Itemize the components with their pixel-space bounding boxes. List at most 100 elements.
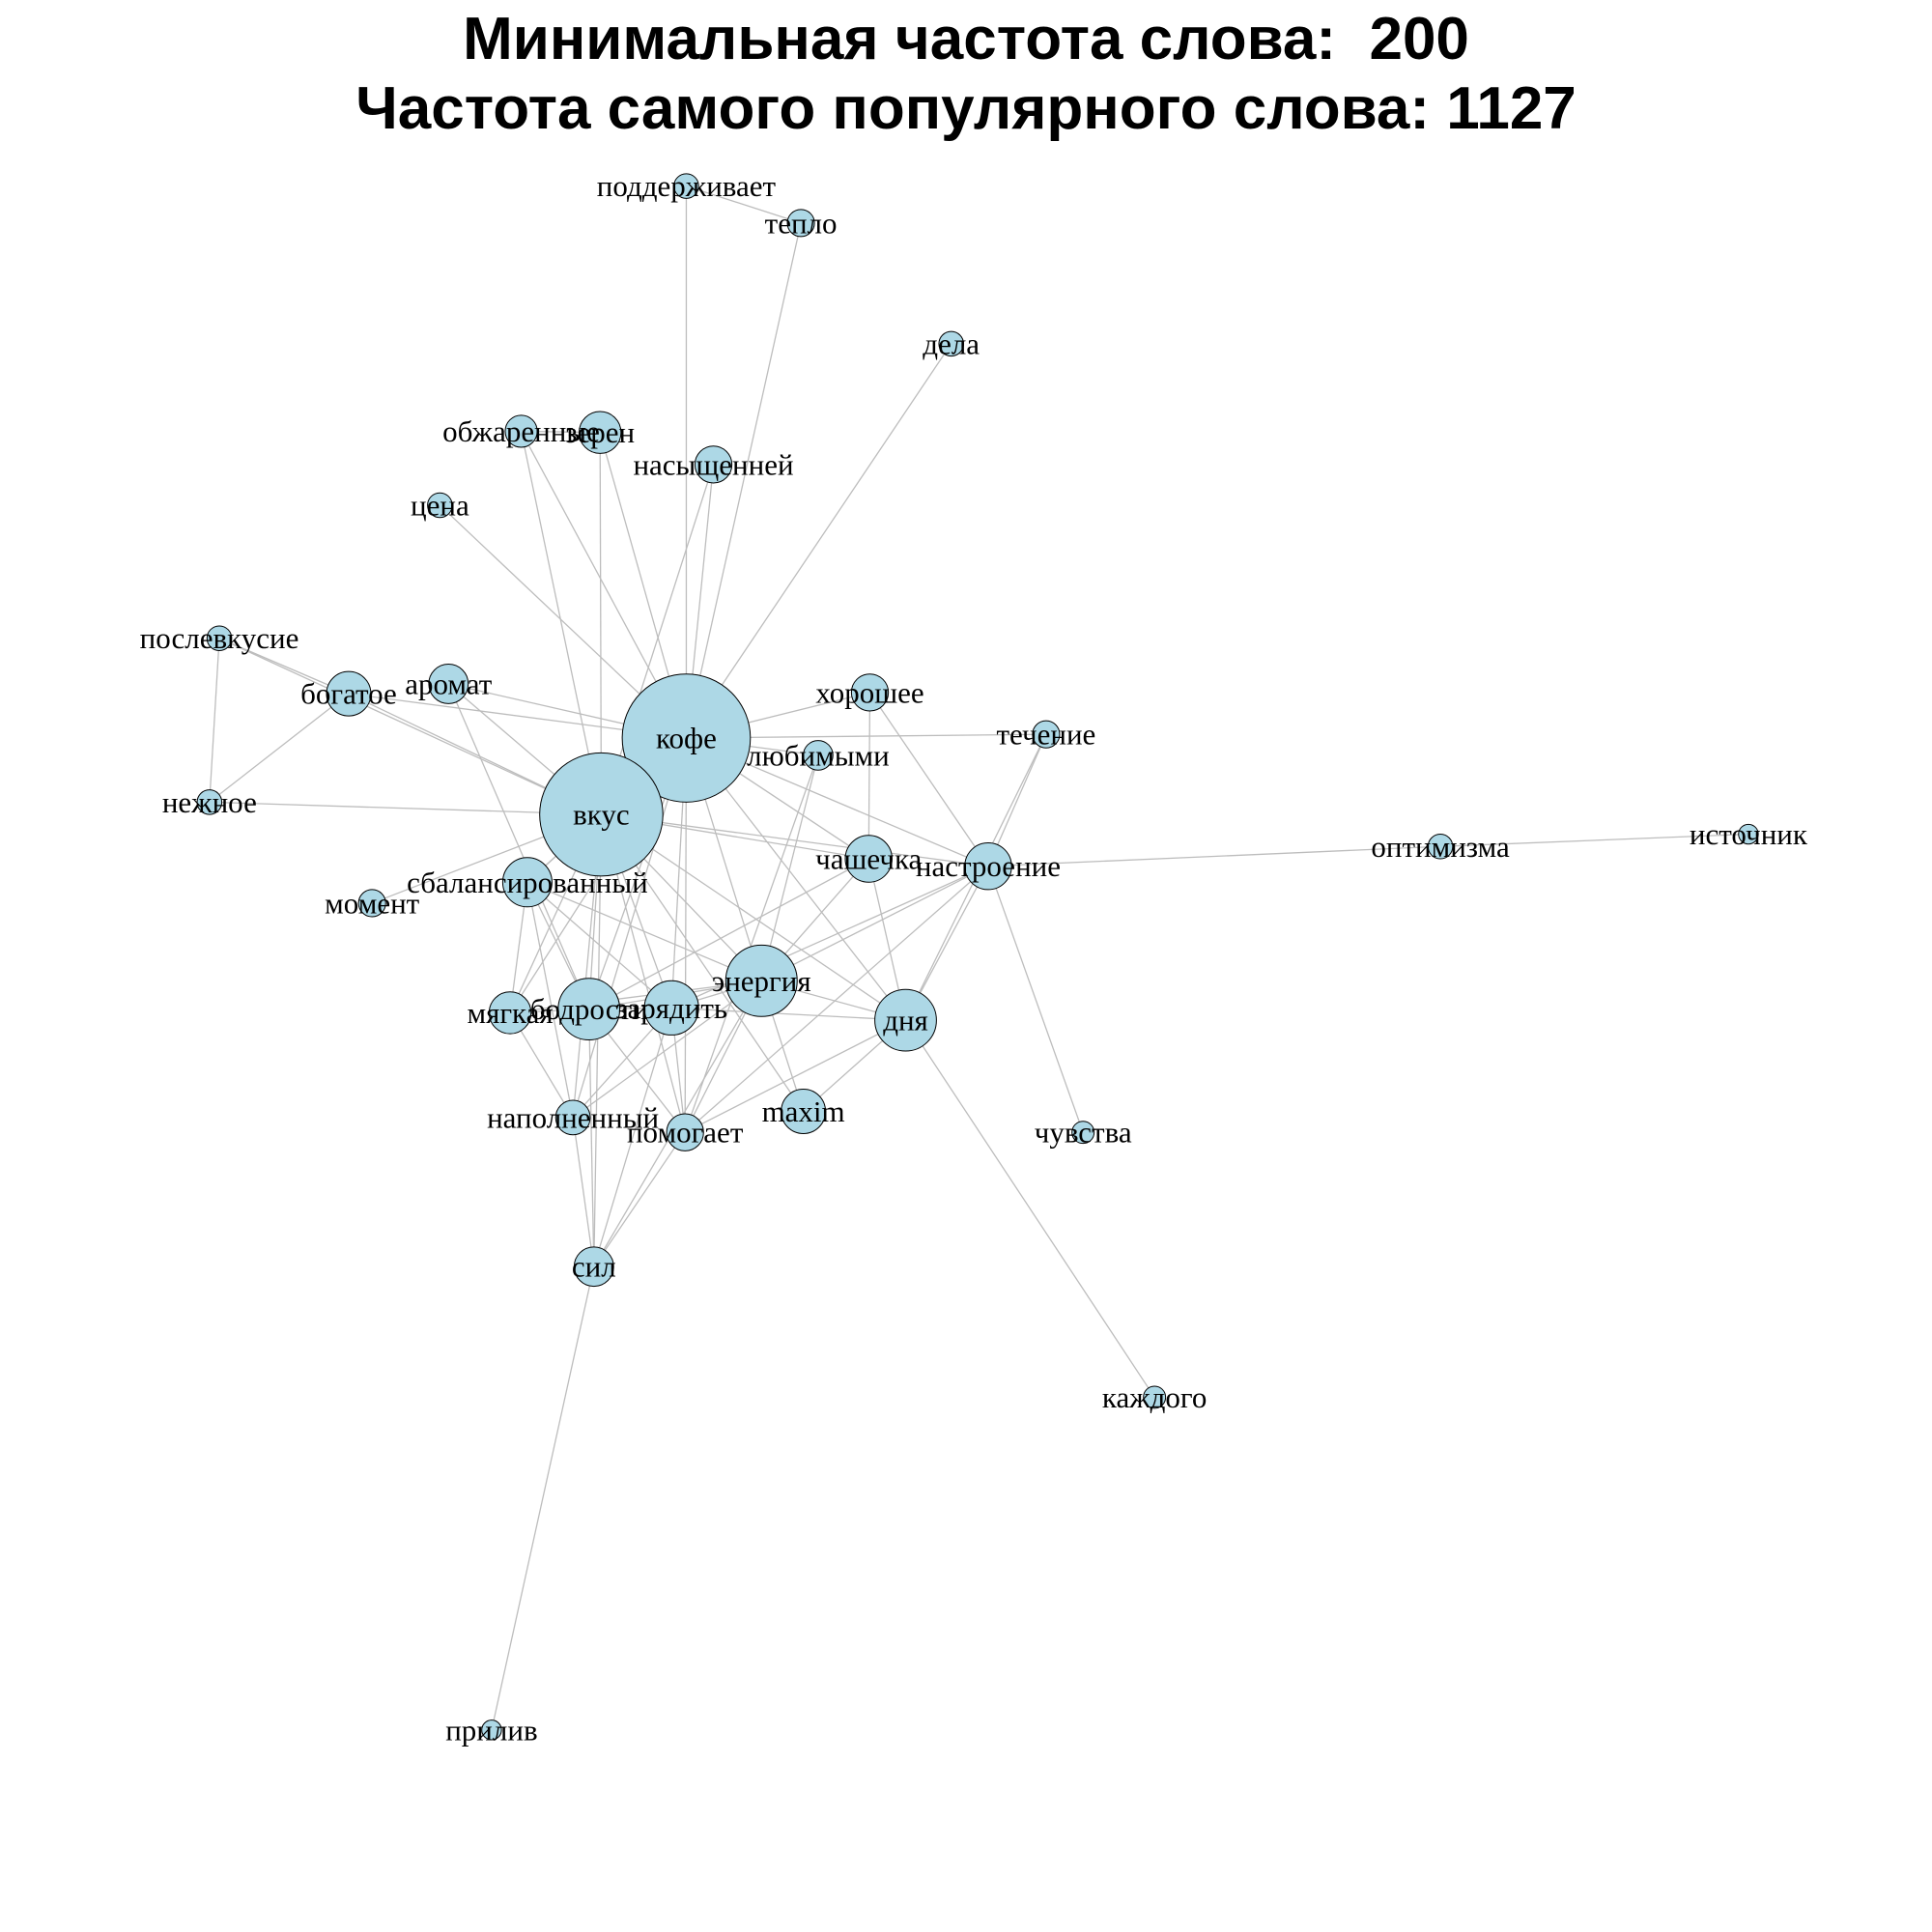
- edge-хорошее-настроение: [868, 692, 989, 867]
- node-зерен: [578, 411, 622, 454]
- node-богатое: [326, 670, 372, 717]
- node-хорошее: [850, 673, 890, 712]
- node-аромат: [428, 664, 469, 704]
- nodes-layer: [196, 173, 1759, 1741]
- edges-layer: [209, 185, 1748, 1730]
- node-label-любимыми: любимыми: [747, 738, 890, 772]
- edge-вкус-настроение: [601, 813, 989, 867]
- edge-энергия-наполненный: [572, 980, 762, 1119]
- node-label-энергия: энергия: [712, 964, 811, 998]
- edge-хорошее-чашечка: [867, 692, 871, 860]
- node-послевкусие: [206, 625, 233, 651]
- node-дня: [874, 988, 937, 1052]
- edge-дня-помогает: [684, 1019, 906, 1133]
- title-line-2: Частота самого популярного слова: 1127: [355, 75, 1577, 142]
- node-label-момент: момент: [325, 886, 419, 920]
- node-вкус: [539, 752, 664, 877]
- edge-чашечка-бодрости: [588, 858, 869, 1010]
- edge-кофе-наполненный: [572, 737, 688, 1119]
- edge-оптимизма-настроение: [987, 845, 1441, 867]
- node-мягкая: [488, 991, 532, 1035]
- edge-сбалансированный-зарядить: [526, 881, 672, 1009]
- edge-дня-каждого: [904, 1019, 1155, 1398]
- node-label-кофе: кофе: [656, 722, 717, 755]
- edge-настроение-чувства: [987, 866, 1084, 1133]
- node-label-нежное: нежное: [162, 785, 257, 819]
- edge-оптимизма-источник: [1440, 833, 1748, 847]
- node-label-вкус: вкус: [573, 798, 630, 832]
- node-label-чашечка: чашечка: [815, 842, 922, 876]
- node-зарядить: [643, 980, 699, 1036]
- edge-энергия-мягкая: [509, 980, 762, 1014]
- node-оптимизма: [1427, 834, 1454, 860]
- node-label-послевкусие: послевкусие: [140, 621, 299, 655]
- node-label-оптимизма: оптимизма: [1371, 830, 1510, 864]
- edge-нежное-вкус: [209, 801, 602, 815]
- node-label-источник: источник: [1690, 817, 1808, 851]
- node-чашечка: [844, 835, 893, 883]
- edge-зерен-вкус: [599, 432, 603, 815]
- edge-кофе-помогает: [684, 738, 688, 1133]
- node-сбалансированный: [501, 857, 553, 908]
- edge-течение-настроение: [987, 733, 1047, 867]
- node-label-зерен: зерен: [565, 415, 635, 449]
- node-бодрости: [557, 978, 621, 1041]
- node-label-наполненный: наполненный: [487, 1100, 659, 1134]
- edge-сбалансированный-наполненный: [526, 882, 574, 1119]
- edge-послевкусие-вкус: [218, 638, 602, 815]
- node-label-насыщенней: насыщенней: [633, 447, 793, 481]
- edge-сбалансированный-энергия: [526, 881, 762, 981]
- node-label-maxim: maxim: [762, 1094, 845, 1128]
- plot-title: Минимальная частота слова: 200 Частота с…: [0, 0, 1932, 144]
- node-label-мягкая: мягкая: [467, 996, 553, 1030]
- edge-любимыми-энергия: [760, 754, 819, 981]
- edge-обжаренные-вкус: [520, 431, 603, 815]
- edge-наполненный-сил: [572, 1117, 595, 1267]
- node-течение: [1032, 720, 1061, 749]
- node-label-сбалансированный: сбалансированный: [407, 866, 648, 899]
- edge-зарядить-дня: [671, 1007, 906, 1021]
- node-поддерживает: [673, 173, 699, 199]
- node-прилив: [481, 1719, 502, 1741]
- node-label-бодрости: бодрости: [530, 992, 648, 1026]
- node-каждого: [1143, 1385, 1167, 1409]
- node-label-сил: сил: [572, 1250, 616, 1284]
- node-label-дела: дела: [923, 327, 980, 360]
- node-тепло: [786, 209, 815, 238]
- edge-послевкусие-нежное: [209, 638, 220, 803]
- edge-настроение-зарядить: [670, 866, 989, 1009]
- node-label-поддерживает: поддерживает: [597, 169, 777, 203]
- node-label-аромат: аромат: [405, 667, 493, 700]
- node-помогает: [666, 1113, 704, 1151]
- node-label-тепло: тепло: [765, 206, 838, 240]
- edge-послевкусие-богатое: [218, 638, 350, 695]
- node-наполненный: [554, 1099, 591, 1136]
- node-label-течение: течение: [996, 718, 1095, 752]
- node-label-прилив: прилив: [445, 1713, 537, 1747]
- node-цена: [427, 492, 453, 519]
- edge-вкус-сил: [593, 814, 603, 1267]
- edge-дела-кофе: [685, 343, 952, 739]
- node-чувства: [1071, 1121, 1095, 1145]
- node-label-помогает: помогает: [627, 1116, 744, 1150]
- edge-зарядить-сил: [593, 1008, 672, 1267]
- node-label-обжаренные: обжаренные: [442, 414, 600, 448]
- node-label-богатое: богатое: [300, 677, 397, 711]
- node-источник: [1738, 823, 1759, 845]
- node-кофе: [621, 673, 752, 803]
- edge-сил-прилив: [491, 1266, 595, 1730]
- title-line-1: Минимальная частота слова: 200: [463, 6, 1469, 72]
- edge-любимыми-помогает: [684, 754, 819, 1133]
- node-энергия: [724, 944, 798, 1017]
- node-maxim: [781, 1089, 827, 1134]
- node-label-чувства: чувства: [1035, 1116, 1132, 1150]
- edge-поддерживает-тепло: [686, 185, 802, 224]
- node-label-хорошее: хорошее: [815, 675, 923, 709]
- node-нежное: [196, 789, 223, 815]
- edge-богатое-нежное: [209, 693, 350, 803]
- node-label-дня: дня: [883, 1004, 928, 1037]
- node-любимыми: [803, 740, 834, 771]
- edge-бодрости-сил: [588, 1009, 595, 1267]
